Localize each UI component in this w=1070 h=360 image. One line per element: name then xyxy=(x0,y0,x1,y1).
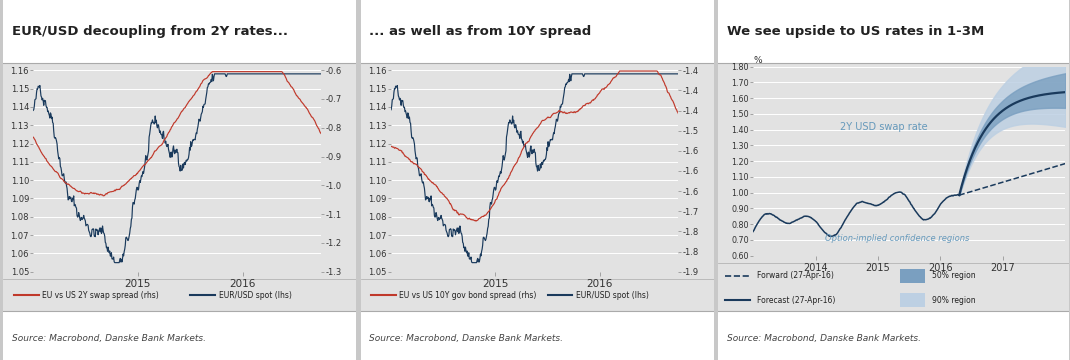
Text: Option-implied confidence regions: Option-implied confidence regions xyxy=(825,234,969,243)
Bar xyxy=(718,311,1069,360)
Bar xyxy=(361,279,714,311)
Bar xyxy=(901,293,926,307)
Text: %: % xyxy=(753,56,762,65)
Bar xyxy=(3,0,356,63)
Text: EU vs US 2Y swap spread (rhs): EU vs US 2Y swap spread (rhs) xyxy=(42,291,158,300)
Bar xyxy=(901,269,926,283)
Text: We see upside to US rates in 1-3M: We see upside to US rates in 1-3M xyxy=(727,25,984,38)
Bar xyxy=(3,279,356,311)
Text: ... as well as from 10Y spread: ... as well as from 10Y spread xyxy=(369,25,592,38)
Bar xyxy=(718,263,1069,311)
Text: EU vs US 10Y gov bond spread (rhs): EU vs US 10Y gov bond spread (rhs) xyxy=(399,291,537,300)
Text: Forecast (27-Apr-16): Forecast (27-Apr-16) xyxy=(756,296,835,305)
Text: Forward (27-Apr-16): Forward (27-Apr-16) xyxy=(756,271,834,280)
Bar xyxy=(718,0,1069,63)
Bar xyxy=(361,0,714,63)
Text: Source: Macrobond, Danske Bank Markets.: Source: Macrobond, Danske Bank Markets. xyxy=(12,334,207,343)
Text: 2Y USD swap rate: 2Y USD swap rate xyxy=(840,122,928,132)
Text: 50% region: 50% region xyxy=(932,271,976,280)
Text: EUR/USD spot (lhs): EUR/USD spot (lhs) xyxy=(218,291,291,300)
Text: EUR/USD spot (lhs): EUR/USD spot (lhs) xyxy=(576,291,648,300)
Bar xyxy=(3,311,356,360)
Bar xyxy=(361,311,714,360)
Text: Source: Macrobond, Danske Bank Markets.: Source: Macrobond, Danske Bank Markets. xyxy=(727,334,921,343)
Text: Source: Macrobond, Danske Bank Markets.: Source: Macrobond, Danske Bank Markets. xyxy=(369,334,564,343)
Text: EUR/USD decoupling from 2Y rates...: EUR/USD decoupling from 2Y rates... xyxy=(12,25,288,38)
Text: 90% region: 90% region xyxy=(932,296,976,305)
